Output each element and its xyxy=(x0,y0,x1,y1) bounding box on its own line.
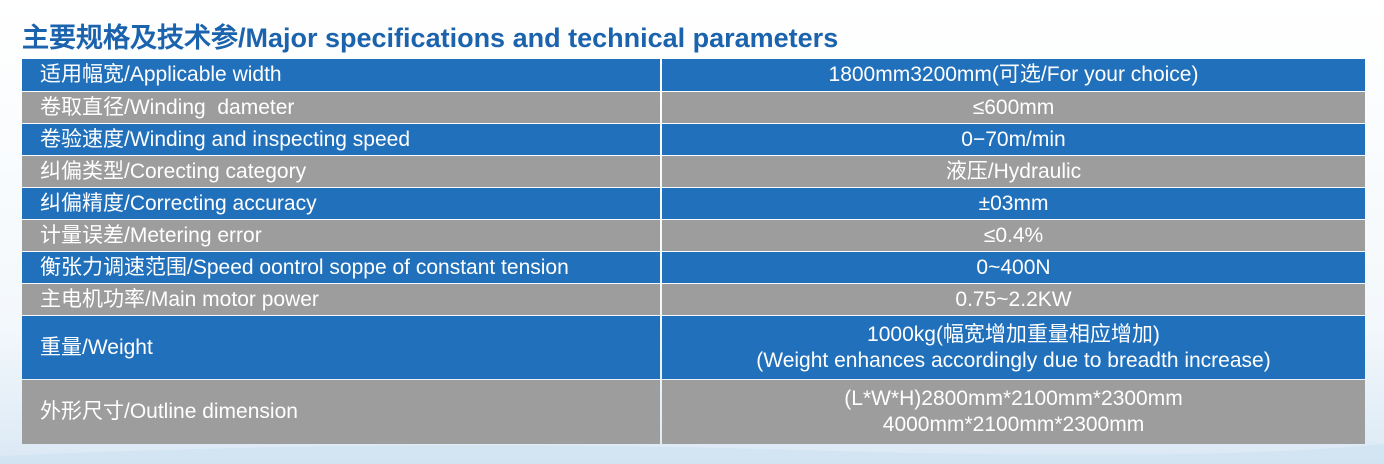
label-text: 衡张力调速范围/Speed oontrol soppe of constant … xyxy=(40,255,569,279)
label-text: 计量误差/Metering error xyxy=(40,223,262,247)
row-label: 适用幅宽/Applicable width xyxy=(22,59,660,91)
table-row: 卷取直径/Winding dameter ≤600mm xyxy=(22,92,1365,123)
value-text: 0−70m/min xyxy=(961,127,1066,151)
label-text: 适用幅宽/Applicable width xyxy=(40,63,282,86)
row-label: 卷取直径/Winding dameter xyxy=(22,92,660,123)
row-value: ≤600mm xyxy=(662,92,1365,123)
row-label: 卷验速度/Winding and inspecting speed xyxy=(22,124,660,155)
row-value: 0.75~2.2KW xyxy=(662,284,1365,315)
value-text: 1800mm3200mm(可选/For your choice) xyxy=(828,63,1199,86)
table-row: 适用幅宽/Applicable width 1800mm3200mm(可选/For… xyxy=(22,59,1365,91)
row-value: ±03mm xyxy=(662,188,1365,219)
value-text: 液压/Hydraulic xyxy=(945,159,1082,183)
value-text: 1000kg(幅宽增加重量相应增加) xyxy=(867,322,1160,346)
table-row: 重量/Weight 1000kg(幅宽增加重量相应增加) (Weight enhan… xyxy=(22,316,1365,379)
value-text: ≤600mm xyxy=(972,95,1055,119)
value-text: (Weight enhances accordingly due to brea… xyxy=(756,348,1271,372)
value-text: 4000mm*2100mm*2300mm xyxy=(882,413,1145,436)
row-value: (L*W*H)2800mm*2100mm*2300mm 4000mm*2100mm… xyxy=(662,380,1365,444)
label-text: 纠偏类型/Corecting category xyxy=(40,159,307,183)
value-text: (L*W*H)2800mm*2100mm*2300mm xyxy=(844,387,1183,410)
row-label: 纠偏类型/Corecting category xyxy=(22,156,660,187)
row-label: 纠偏精度/Correcting accuracy xyxy=(22,188,660,219)
value-text: ≤0.4% xyxy=(983,223,1044,247)
label-text: 重量/Weight xyxy=(40,335,153,359)
label-text: 纠偏精度/Correcting accuracy xyxy=(40,191,317,215)
row-value: 液压/Hydraulic xyxy=(662,156,1365,187)
row-value: 1000kg(幅宽增加重量相应增加) (Weight enhances accor… xyxy=(662,316,1365,379)
label-text: 外形尺寸/Outline dimension xyxy=(40,400,298,423)
row-value: 0−70m/min xyxy=(662,124,1365,155)
row-value: 1800mm3200mm(可选/For your choice) xyxy=(662,59,1365,91)
background-wave xyxy=(0,444,1384,464)
row-label: 外形尺寸/Outline dimension xyxy=(22,380,660,444)
table-row: 纠偏类型/Corecting category 液压/Hydraulic xyxy=(22,156,1365,187)
table-row: 卷验速度/Winding and inspecting speed 0−70m/m… xyxy=(22,124,1365,155)
label-text: 主电机功率/Main motor power xyxy=(40,287,319,311)
table-row: 衡张力调速范围/Speed oontrol soppe of constant … xyxy=(22,252,1365,283)
table-row: 计量误差/Metering error ≤0.4% xyxy=(22,220,1365,251)
value-text: ±03mm xyxy=(978,191,1049,215)
table-row: 主电机功率/Main motor power 0.75~2.2KW xyxy=(22,284,1365,315)
row-label: 计量误差/Metering error xyxy=(22,220,660,251)
row-label: 衡张力调速范围/Speed oontrol soppe of constant … xyxy=(22,252,660,283)
spec-table: 适用幅宽/Applicable width 1800mm3200mm(可选/For… xyxy=(22,59,1365,445)
label-text: 卷取直径/Winding dameter xyxy=(40,95,295,119)
row-value: ≤0.4% xyxy=(662,220,1365,251)
row-value: 0~400N xyxy=(662,252,1365,283)
row-label: 主电机功率/Main motor power xyxy=(22,284,660,315)
table-row: 外形尺寸/Outline dimension (L*W*H)2800mm*2100… xyxy=(22,380,1365,444)
label-text: 卷验速度/Winding and inspecting speed xyxy=(40,127,411,151)
value-text: 0.75~2.2KW xyxy=(955,287,1072,311)
title: 主要规格及技术参/Major specifications and techni… xyxy=(22,23,839,53)
row-label: 重量/Weight xyxy=(22,316,660,379)
value-text: 0~400N xyxy=(976,255,1051,279)
table-row: 纠偏精度/Correcting accuracy ±03mm xyxy=(22,188,1365,219)
